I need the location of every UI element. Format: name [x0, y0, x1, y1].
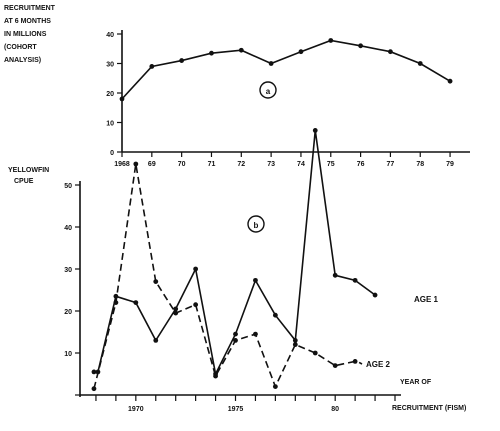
- panel-b-marker-circle: [247, 215, 265, 233]
- age-2-line: [93, 163, 356, 389]
- x-tick-label: 1968: [114, 161, 130, 168]
- x-tick-label: 77: [387, 161, 395, 168]
- age-2-point: [352, 359, 358, 364]
- series-label-age-1: AGE 1: [414, 295, 439, 304]
- age-2-point: [213, 373, 218, 379]
- y-axis-label-line: AT 6 MONTHS: [4, 18, 51, 25]
- age-2-point: [233, 338, 238, 343]
- y-axis-label-line: IN MILLIONS: [4, 31, 47, 38]
- recruitment-point: [179, 58, 185, 63]
- x-tick-label: 80: [331, 406, 339, 413]
- panel-a-recruitment: RECRUITMENT AT 6 MONTHS IN MILLIONS (COHORT…: [4, 5, 470, 168]
- y-tick-label: 50: [64, 183, 72, 190]
- x-tick-label: 1975: [228, 406, 244, 413]
- recruitment-point: [388, 49, 393, 55]
- x-axis-label-line: YEAR OF: [400, 379, 432, 386]
- recruitment-point: [149, 64, 155, 69]
- panel-a-label: a: [266, 87, 271, 96]
- age-2-point: [113, 300, 119, 305]
- x-tick-label: 70: [178, 161, 186, 168]
- age-1-point: [253, 277, 258, 283]
- age-2-point: [253, 331, 258, 337]
- age-1-point: [352, 277, 358, 283]
- age-2-point: [332, 363, 338, 368]
- recruitment-point: [268, 61, 274, 66]
- age-1-point: [292, 338, 298, 343]
- recruitment-point: [447, 78, 453, 84]
- age-2-point: [193, 302, 199, 308]
- y-tick-label: 10: [64, 351, 72, 358]
- y-tick-label: 40: [106, 32, 114, 39]
- recruitment-point: [298, 49, 304, 55]
- x-tick-label: 74: [297, 161, 305, 168]
- y-tick-label: 0: [110, 150, 114, 157]
- age-2-point: [292, 342, 298, 347]
- y-tick-label: 20: [106, 91, 114, 98]
- y-axis-label-line: (COHORT: [4, 44, 37, 51]
- age-1-point: [153, 338, 159, 343]
- recruitment-point: [417, 61, 423, 66]
- age-1-point: [91, 369, 97, 375]
- recruitment-point: [209, 50, 214, 56]
- panel-a-marker-circle: [259, 81, 277, 99]
- y-axis-label-line: CPUE: [14, 178, 34, 185]
- x-tick-label: 71: [208, 161, 216, 168]
- recruitment-point: [328, 38, 334, 43]
- x-tick-label: 1970: [128, 406, 144, 413]
- age-1-point: [233, 331, 238, 337]
- age-1-point: [193, 266, 199, 272]
- recruitment-point: [119, 96, 125, 102]
- age-1-line: [93, 130, 376, 377]
- x-tick-label: 72: [237, 161, 245, 168]
- y-axis-label-line: ANALYSIS): [4, 57, 41, 64]
- age-2-point: [91, 386, 97, 392]
- x-tick-label: 69: [148, 161, 156, 168]
- recruitment-point: [358, 43, 363, 49]
- age-2-point: [153, 279, 159, 284]
- y-tick-label: 30: [64, 267, 72, 274]
- age-1-point: [272, 312, 278, 318]
- age-1-point: [372, 292, 378, 298]
- panel-b-label: b: [254, 221, 259, 230]
- age-2-point: [173, 310, 179, 316]
- age-1-point: [173, 306, 179, 312]
- recruitment-point: [238, 47, 244, 53]
- panel-b-yellowfin-cpue: YELLOWFIN CPUE 10 20 30 40 50 1970 1975 80 AGE 1 AG…: [8, 127, 466, 413]
- age-2-label-leader: [358, 361, 363, 365]
- x-tick-label: 73: [267, 161, 275, 168]
- age-1-point: [312, 127, 318, 133]
- x-tick-label: 76: [357, 161, 365, 168]
- age-1-point: [332, 272, 338, 278]
- x-tick-label: 78: [416, 161, 424, 168]
- y-tick-label: 10: [106, 121, 114, 128]
- age-2-point: [312, 350, 318, 356]
- age-2-point: [272, 384, 278, 389]
- x-axis-label-line: RECRUITMENT (FISM): [392, 405, 466, 412]
- recruitment-line: [121, 39, 451, 100]
- y-tick-label: 30: [106, 62, 114, 69]
- x-tick-label: 75: [327, 161, 335, 168]
- x-tick-label: 79: [446, 161, 454, 168]
- series-label-age-2: AGE 2: [366, 360, 391, 369]
- y-tick-label: 20: [64, 309, 72, 316]
- age-2-point: [133, 161, 139, 167]
- age-1-point: [133, 300, 139, 305]
- y-axis-label-line: RECRUITMENT: [4, 5, 56, 12]
- y-axis-label-line: YELLOWFIN: [8, 167, 49, 174]
- y-tick-label: 40: [64, 225, 72, 232]
